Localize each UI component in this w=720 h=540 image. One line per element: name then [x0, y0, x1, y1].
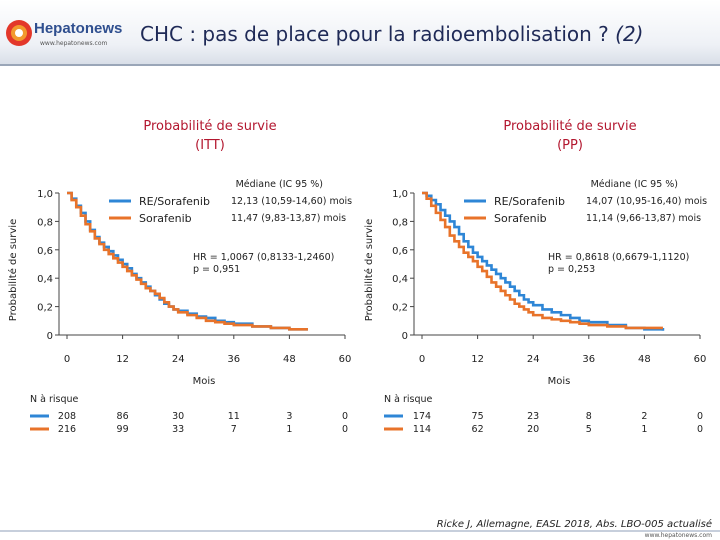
x-tick-label: 36 — [582, 354, 595, 365]
at-risk-value: 99 — [117, 424, 129, 435]
at-risk-value: 1 — [286, 424, 292, 435]
at-risk-value: 0 — [342, 411, 348, 422]
km-curve-re-sorafenib — [422, 191, 665, 331]
at-risk-value: 62 — [472, 424, 484, 435]
at-risk-value: 0 — [342, 424, 348, 435]
at-risk-value: 8 — [586, 411, 592, 422]
x-tick-label: 0 — [64, 354, 70, 365]
hepatonews-logo: Hepatonews www.hepatonews.com — [4, 14, 132, 60]
km-curve-sorafenib — [67, 191, 308, 331]
x-tick-label: 12 — [471, 354, 484, 365]
at-risk-value: 3 — [286, 411, 292, 422]
x-tick-label: 48 — [638, 354, 651, 365]
y-tick-label: 0 — [47, 331, 53, 342]
x-tick-label: 24 — [172, 354, 185, 365]
x-tick-label: 24 — [527, 354, 540, 365]
legend-median: 14,07 (10,95-16,40) mois — [586, 196, 707, 207]
citation: Ricke J, Allemagne, EASL 2018, Abs. LBO-… — [436, 519, 712, 530]
chart-title-line: Probabilité de survie — [143, 119, 277, 134]
x-tick-label: 36 — [227, 354, 240, 365]
at-risk-label: N à risque — [384, 394, 433, 405]
x-axis-label: Mois — [548, 376, 571, 387]
at-risk-value: 11 — [228, 411, 240, 422]
legend-label: Sorafenib — [139, 212, 192, 225]
legend-header: Médiane (IC 95 %) — [591, 179, 678, 190]
at-risk-value: 2 — [641, 411, 647, 422]
legend-label: Sorafenib — [494, 212, 547, 225]
at-risk-label: N à risque — [30, 394, 79, 405]
x-tick-label: 60 — [694, 354, 707, 365]
x-tick-label: 48 — [283, 354, 296, 365]
at-risk-value: 0 — [697, 411, 703, 422]
at-risk-value: 0 — [697, 424, 703, 435]
at-risk-value: 174 — [413, 411, 431, 422]
y-tick-label: 0,2 — [37, 303, 53, 314]
chart-title-itt: Probabilité de survie (ITT) — [110, 117, 310, 155]
y-tick-label: 1,0 — [37, 189, 53, 200]
hr-annotation: HR = 0,8618 (0,6679-1,1120) — [548, 252, 689, 263]
at-risk-value: 7 — [231, 424, 237, 435]
x-tick-label: 0 — [419, 354, 425, 365]
header-band — [0, 0, 720, 64]
hr-annotation: p = 0,951 — [193, 264, 240, 275]
at-risk-value: 114 — [413, 424, 431, 435]
x-tick-label: 60 — [339, 354, 352, 365]
at-risk-value: 208 — [58, 411, 76, 422]
at-risk-value: 33 — [172, 424, 184, 435]
km-curve-sorafenib — [422, 191, 663, 330]
y-axis-label: Probabilité de survie — [363, 219, 375, 321]
at-risk-value: 86 — [117, 411, 129, 422]
y-tick-label: 0,4 — [392, 274, 408, 285]
footer-url: www.hepatonews.com — [644, 532, 712, 539]
at-risk-value: 216 — [58, 424, 76, 435]
legend-label: RE/Sorafenib — [139, 195, 210, 208]
at-risk-value: 30 — [172, 411, 184, 422]
x-axis-label: Mois — [193, 376, 216, 387]
at-risk-value: 5 — [586, 424, 592, 435]
legend-median: 11,47 (9,83-13,87) mois — [231, 213, 346, 224]
y-tick-label: 0 — [402, 331, 408, 342]
y-tick-label: 0,2 — [392, 303, 408, 314]
legend-median: 12,13 (10,59-14,60) mois — [231, 196, 352, 207]
at-risk-value: 1 — [641, 424, 647, 435]
y-tick-label: 0,6 — [392, 246, 408, 257]
legend-label: RE/Sorafenib — [494, 195, 565, 208]
page-title-suffix: (2) — [615, 22, 644, 46]
logo-icon — [6, 20, 32, 46]
y-tick-label: 1,0 — [392, 189, 408, 200]
legend-header: Médiane (IC 95 %) — [236, 179, 323, 190]
footer-divider — [0, 530, 720, 532]
x-tick-label: 12 — [116, 354, 129, 365]
y-axis-label: Probabilité de survie — [7, 219, 19, 321]
at-risk-value: 75 — [472, 411, 484, 422]
chart-title-line: (PP) — [557, 138, 583, 153]
page-title-main: CHC : pas de place pour la radioembolisa… — [140, 22, 609, 46]
logo-name: Hepatonews — [34, 20, 123, 37]
chart-title-line: Probabilité de survie — [503, 119, 637, 134]
y-tick-label: 0,8 — [392, 217, 408, 228]
hr-annotation: p = 0,253 — [548, 264, 595, 275]
legend-median: 11,14 (9,66-13,87) mois — [586, 213, 701, 224]
page-title: CHC : pas de place pour la radioembolisa… — [140, 22, 644, 46]
logo-url: www.hepatonews.com — [40, 40, 108, 47]
chart-panel-itt: 0 0,2 0,4 0,6 0,8 1,0 0 12 24 36 48 60 Mois Probabili… — [7, 179, 352, 435]
chart-title-pp: Probabilité de survie (PP) — [470, 117, 670, 155]
chart-title-line: (ITT) — [195, 138, 225, 153]
at-risk-value: 23 — [527, 411, 539, 422]
at-risk-value: 20 — [527, 424, 539, 435]
y-tick-label: 0,8 — [37, 217, 53, 228]
y-tick-label: 0,6 — [37, 246, 53, 257]
header-divider — [0, 64, 720, 66]
hr-annotation: HR = 1,0067 (0,8133-1,2460) — [193, 252, 334, 263]
chart-panel-pp: 00,20,40,60,81,00 12 24 36 48 60MoisProbabili… — [363, 179, 707, 435]
y-tick-label: 0,4 — [37, 274, 53, 285]
